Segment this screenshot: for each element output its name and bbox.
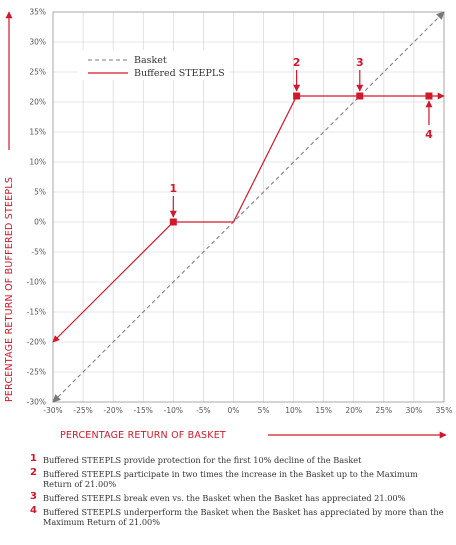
footnote-1: 1 Buffered STEEPLS provide protection for…: [30, 453, 445, 466]
y-tick-label: -5%: [31, 248, 46, 257]
x-tick-label: 15%: [315, 406, 332, 415]
x-tick-label: -20%: [103, 406, 122, 415]
x-tick-labels: -30% -25% -20% -15% -10% -5% 0% 5% 10% 15% 20% 25% 3…: [43, 406, 452, 415]
point-marker: [425, 92, 433, 100]
x-axis-title: PERCENTAGE RETURN OF BASKET: [60, 430, 226, 441]
footnote-3: 3 Buffered STEEPLS break even vs. the Bas…: [30, 491, 445, 504]
footnote-2: 2 Buffered STEEPLS participate in two tim…: [30, 467, 445, 490]
legend: Basket Buffered STEEPLS: [78, 50, 230, 80]
x-tick-label: 10%: [285, 406, 302, 415]
y-tick-label: 5%: [34, 188, 46, 197]
marker-layer: 1 2 3 4: [169, 56, 433, 226]
footnote-text: Buffered STEEPLS underperform the Basket…: [43, 507, 444, 527]
x-tick-label: -10%: [164, 406, 183, 415]
y-tick-label: 30%: [29, 38, 46, 47]
footnote-number: 1: [30, 453, 37, 464]
footnote-text: Buffered STEEPLS break even vs. the Bask…: [43, 493, 406, 503]
y-tick-label: 0%: [34, 218, 46, 227]
series-line-buffered-steepls: [52, 92, 445, 343]
point-marker: [356, 92, 364, 100]
y-tick-label: -15%: [27, 308, 46, 317]
footnote-text: Buffered STEEPLS participate in two time…: [43, 469, 418, 489]
legend-label-basket: Basket: [134, 55, 167, 66]
footnotes-list: 1 Buffered STEEPLS provide protection for…: [30, 453, 445, 531]
footnote-number: 3: [30, 491, 37, 502]
series-layer: [52, 11, 445, 403]
footnote-text: Buffered STEEPLS provide protection for …: [43, 455, 362, 465]
x-tick-label: -15%: [134, 406, 153, 415]
y-tick-label: -10%: [27, 278, 46, 287]
y-tick-label: -20%: [27, 338, 46, 347]
point-marker: [169, 218, 177, 226]
x-tick-label: -5%: [196, 406, 211, 415]
x-tick-label: -30%: [43, 406, 62, 415]
y-tick-label: 10%: [29, 158, 46, 167]
y-tick-label: 20%: [29, 98, 46, 107]
y-tick-labels: 35% 30% 25% 20% 15% 10% 5% 0% -5% -10% -15% -20% -25…: [27, 8, 46, 407]
y-tick-label: 35%: [29, 8, 46, 17]
y-tick-label: -25%: [27, 368, 46, 377]
x-tick-label: -25%: [73, 406, 92, 415]
y-tick-label: 25%: [29, 68, 46, 77]
x-tick-label: 35%: [436, 406, 453, 415]
footnote-number: 2: [30, 467, 37, 478]
footnote-4: 4 Buffered STEEPLS underperform the Baske…: [30, 505, 445, 528]
x-tick-label: 30%: [406, 406, 423, 415]
footnote-number: 4: [30, 505, 37, 516]
callout-number: 4: [425, 128, 433, 141]
x-tick-label: 0%: [228, 406, 240, 415]
x-tick-label: 5%: [258, 406, 270, 415]
point-marker: [293, 92, 301, 100]
callout-number: 2: [293, 56, 301, 69]
x-tick-label: 20%: [345, 406, 362, 415]
callout-number: 1: [169, 182, 177, 195]
x-tick-label: 25%: [376, 406, 393, 415]
payoff-chart: 35%30%25%20%15%10%5%0%-5%-10%-15%-20%-25…: [4, 8, 452, 442]
y-tick-label: -30%: [27, 398, 46, 407]
y-tick-label: 15%: [29, 128, 46, 137]
callout-number: 3: [356, 56, 364, 69]
y-axis-title: PERCENTAGE RETURN OF BUFFERED STEEPLS: [4, 177, 15, 402]
legend-label-steepls: Buffered STEEPLS: [134, 68, 225, 79]
